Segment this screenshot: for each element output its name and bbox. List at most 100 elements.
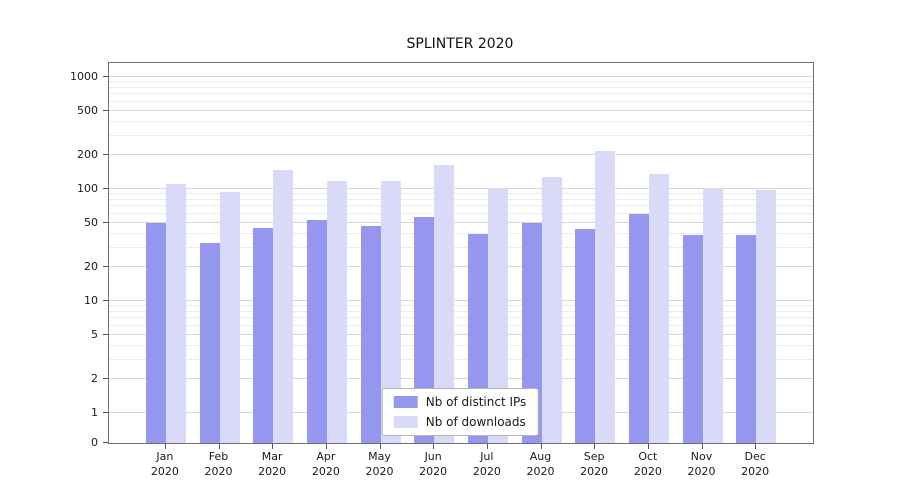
legend-swatch-distinct-ips [393, 396, 418, 408]
bar-downloads [380, 180, 401, 443]
bar-downloads [434, 164, 455, 443]
y-tick-mark [103, 266, 108, 268]
bar-distinct-ips [575, 228, 596, 443]
y-tick-mark [103, 378, 108, 380]
gridline-minor [109, 232, 813, 234]
y-tick-mark [103, 109, 108, 111]
x-tick-mark [218, 444, 220, 449]
gridline-minor [109, 205, 813, 207]
gridline-minor [109, 358, 813, 360]
bar-distinct-ips [628, 213, 649, 443]
y-tick-label: 2 [91, 372, 98, 386]
x-tick-mark [594, 444, 596, 449]
y-tick-mark [103, 412, 108, 413]
x-tick-mark [701, 444, 703, 449]
y-tick-label: 1 [91, 406, 98, 419]
x-tick-label: Apr 2020 [311, 450, 340, 478]
bar-distinct-ips [199, 242, 220, 443]
x-tick-mark [486, 444, 488, 449]
x-tick-mark [272, 444, 274, 449]
bar-downloads [219, 191, 240, 443]
x-tick-label: May 2020 [365, 450, 394, 478]
gridline-minor [109, 198, 813, 200]
y-tick-label: 100 [77, 182, 98, 195]
x-tick-label: Aug 2020 [526, 450, 555, 478]
gridline-minor [109, 120, 813, 122]
gridline-minor [109, 344, 813, 346]
legend-item-distinct-ips: Nb of distinct IPs [393, 395, 527, 409]
bar-downloads [541, 177, 562, 443]
y-tick-mark [103, 300, 108, 301]
legend-label-distinct-ips: Nb of distinct IPs [425, 395, 527, 409]
bar-distinct-ips [736, 234, 757, 443]
x-tick-label: Jun 2020 [419, 450, 448, 478]
bar-downloads [165, 184, 186, 443]
bar-distinct-ips [414, 217, 435, 443]
y-tick-mark [103, 442, 108, 443]
legend-swatch-downloads [393, 416, 418, 428]
bar-downloads [487, 189, 508, 443]
x-tick-mark [164, 444, 166, 449]
bar-downloads [273, 169, 294, 443]
gridline-minor [109, 324, 813, 326]
y-tick-mark [103, 154, 108, 156]
x-tick-mark [755, 444, 757, 449]
y-tick-label: 10 [84, 294, 98, 307]
gridline-major [109, 188, 813, 189]
gridline-major [109, 378, 813, 380]
bar-downloads [648, 174, 669, 443]
legend-label-downloads: Nb of downloads [425, 415, 526, 429]
gridline-major [109, 154, 813, 156]
y-tick-mark [103, 221, 108, 223]
x-tick-label: Oct 2020 [633, 450, 662, 478]
gridline-minor [109, 212, 813, 214]
gridline-minor [109, 305, 813, 307]
gridline-minor [109, 193, 813, 195]
bar-distinct-ips [360, 225, 381, 443]
gridline-minor [109, 317, 813, 319]
gridline-major [109, 109, 813, 111]
y-tick-mark [103, 333, 108, 335]
x-tick-label: Jan 2020 [150, 450, 179, 478]
x-tick-label: Dec 2020 [741, 450, 770, 478]
legend: Nb of distinct IPs Nb of downloads [381, 388, 539, 436]
gridline-minor [109, 310, 813, 312]
x-tick-label: Sep 2020 [580, 450, 609, 478]
y-tick-label: 5 [91, 327, 98, 341]
gridline-major [109, 300, 813, 301]
bar-downloads [702, 188, 723, 443]
x-tick-label: Feb 2020 [204, 450, 233, 478]
bar-distinct-ips [682, 234, 703, 443]
gridline-minor [109, 246, 813, 248]
gridline-major [109, 333, 813, 335]
gridline-minor [109, 86, 813, 88]
y-tick-label: 1000 [70, 70, 98, 83]
bar-downloads [595, 150, 616, 443]
gridline-major [109, 266, 813, 268]
gridline-major [109, 76, 813, 77]
gridline-minor [109, 81, 813, 83]
bar-distinct-ips [253, 227, 274, 443]
y-tick-label: 50 [84, 215, 98, 229]
y-tick-label: 200 [77, 148, 98, 162]
legend-item-downloads: Nb of downloads [393, 415, 527, 429]
x-tick-mark [325, 444, 327, 449]
x-tick-label: Jul 2020 [472, 450, 501, 478]
x-tick-mark [379, 444, 381, 449]
bar-downloads [756, 190, 777, 443]
gridline-minor [109, 134, 813, 136]
x-tick-mark [647, 444, 649, 449]
bar-distinct-ips [145, 222, 166, 443]
bar-distinct-ips [521, 222, 542, 443]
y-tick-label: 20 [84, 260, 98, 274]
plot-area [108, 62, 814, 444]
bar-distinct-ips [306, 219, 327, 443]
x-tick-label: Nov 2020 [687, 450, 716, 478]
y-tick-label: 0 [91, 436, 98, 449]
x-tick-mark [540, 444, 542, 449]
gridline-minor [109, 100, 813, 102]
y-tick-mark [103, 76, 108, 77]
chart-title: SPLINTER 2020 [406, 36, 514, 52]
x-tick-label: Mar 2020 [258, 450, 287, 478]
